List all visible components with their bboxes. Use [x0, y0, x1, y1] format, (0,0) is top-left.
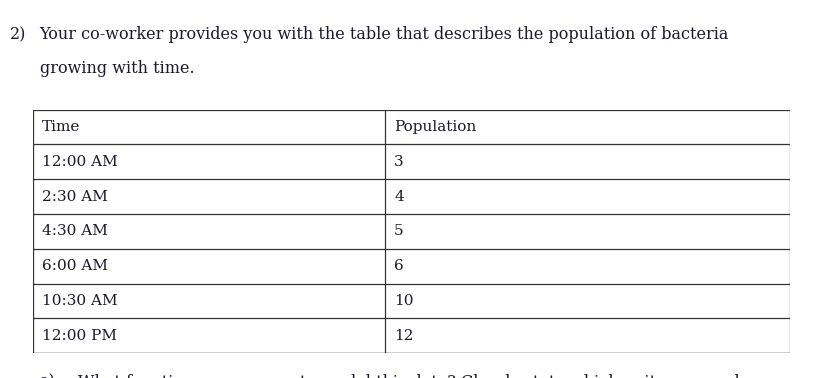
Text: 4:30 AM: 4:30 AM [42, 224, 108, 239]
Text: 10:30 AM: 10:30 AM [42, 294, 118, 308]
Text: 12:00 PM: 12:00 PM [42, 328, 117, 343]
Text: What function can you use to model this data? Clearly state which units are used: What function can you use to model this … [78, 374, 745, 378]
Text: 12: 12 [394, 328, 414, 343]
Text: Your co-worker provides you with the table that describes the population of bact: Your co-worker provides you with the tab… [40, 26, 729, 43]
Text: Population: Population [394, 120, 477, 134]
Text: growing with time.: growing with time. [40, 60, 194, 77]
Text: 2:30 AM: 2:30 AM [42, 189, 108, 204]
Text: 2): 2) [10, 26, 26, 43]
Text: 6:00 AM: 6:00 AM [42, 259, 108, 273]
Text: 6: 6 [394, 259, 404, 273]
Text: 12:00 AM: 12:00 AM [42, 155, 118, 169]
Text: 5: 5 [394, 224, 404, 239]
Text: 3: 3 [394, 155, 404, 169]
Text: Time: Time [42, 120, 81, 134]
Text: a): a) [40, 374, 55, 378]
Text: 4: 4 [394, 189, 404, 204]
Text: 10: 10 [394, 294, 414, 308]
